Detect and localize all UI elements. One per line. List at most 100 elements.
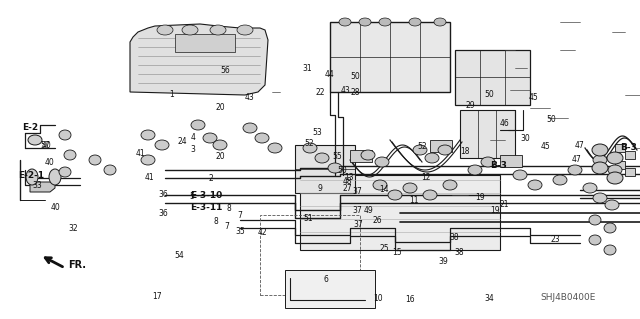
Text: 37: 37 xyxy=(353,220,364,229)
Text: 22: 22 xyxy=(316,88,324,97)
Text: 29: 29 xyxy=(465,101,476,110)
Text: 50: 50 xyxy=(337,166,348,175)
Text: E-2-1: E-2-1 xyxy=(18,170,44,180)
Text: 49: 49 xyxy=(363,206,373,215)
Ellipse shape xyxy=(568,165,582,175)
Ellipse shape xyxy=(237,25,253,35)
Polygon shape xyxy=(130,24,268,95)
Text: 50: 50 xyxy=(547,115,557,124)
Ellipse shape xyxy=(604,245,616,255)
Text: 6: 6 xyxy=(324,275,329,284)
Bar xyxy=(300,175,500,250)
Ellipse shape xyxy=(589,215,601,225)
Ellipse shape xyxy=(104,165,116,175)
Text: 18: 18 xyxy=(461,147,470,156)
Text: E-3-10: E-3-10 xyxy=(190,190,222,199)
Text: 28: 28 xyxy=(351,88,360,97)
Ellipse shape xyxy=(593,155,607,165)
Text: 47: 47 xyxy=(571,155,581,164)
Bar xyxy=(615,161,625,169)
Ellipse shape xyxy=(361,150,375,160)
Text: 15: 15 xyxy=(392,248,402,256)
Ellipse shape xyxy=(589,235,601,245)
Bar xyxy=(430,140,452,152)
Text: 27: 27 xyxy=(342,184,353,193)
Ellipse shape xyxy=(607,152,623,164)
Text: 20: 20 xyxy=(216,152,226,161)
Bar xyxy=(350,150,372,162)
Ellipse shape xyxy=(604,223,616,233)
Text: 11: 11 xyxy=(410,197,419,205)
Ellipse shape xyxy=(379,18,391,26)
Text: 36: 36 xyxy=(158,190,168,199)
Text: 36: 36 xyxy=(158,209,168,218)
Ellipse shape xyxy=(443,180,457,190)
Text: 17: 17 xyxy=(152,292,162,301)
Ellipse shape xyxy=(268,143,282,153)
Text: 38: 38 xyxy=(449,233,460,242)
Ellipse shape xyxy=(553,175,567,185)
Text: 56: 56 xyxy=(220,66,230,75)
Text: 52: 52 xyxy=(304,139,314,148)
Text: 23: 23 xyxy=(550,235,561,244)
Text: 54: 54 xyxy=(174,251,184,260)
Bar xyxy=(285,270,375,308)
Text: 3: 3 xyxy=(191,145,196,154)
Text: 16: 16 xyxy=(404,295,415,304)
Ellipse shape xyxy=(403,183,417,193)
Text: 43: 43 xyxy=(244,93,255,102)
Text: 20: 20 xyxy=(216,103,226,112)
Text: 7: 7 xyxy=(225,222,230,231)
Text: 5: 5 xyxy=(189,192,195,201)
Text: 8: 8 xyxy=(213,217,218,226)
Text: 37: 37 xyxy=(352,187,362,196)
Text: 40: 40 xyxy=(51,203,61,212)
Text: 21: 21 xyxy=(500,200,509,209)
Text: 40: 40 xyxy=(41,141,51,150)
Ellipse shape xyxy=(608,165,622,175)
Text: 39: 39 xyxy=(438,257,449,266)
Text: 34: 34 xyxy=(484,294,495,303)
Ellipse shape xyxy=(213,140,227,150)
Text: 46: 46 xyxy=(499,119,509,128)
Ellipse shape xyxy=(59,167,71,177)
Text: 32: 32 xyxy=(68,224,79,233)
Text: 9: 9 xyxy=(317,184,323,193)
Bar xyxy=(330,22,450,92)
Text: 44: 44 xyxy=(324,70,335,79)
Ellipse shape xyxy=(89,155,101,165)
Ellipse shape xyxy=(210,25,226,35)
Text: 52: 52 xyxy=(417,142,428,151)
Text: 37: 37 xyxy=(352,206,362,215)
Ellipse shape xyxy=(49,169,61,185)
Text: 31: 31 xyxy=(302,64,312,73)
Text: 47: 47 xyxy=(574,141,584,150)
Ellipse shape xyxy=(191,120,205,130)
Text: 4: 4 xyxy=(191,133,196,142)
Text: 1: 1 xyxy=(169,90,174,99)
Ellipse shape xyxy=(303,143,317,153)
Bar xyxy=(625,151,635,159)
Text: 45: 45 xyxy=(541,142,551,151)
Ellipse shape xyxy=(592,144,608,156)
Text: 24: 24 xyxy=(177,137,188,146)
Text: 50: 50 xyxy=(484,90,495,99)
Bar xyxy=(175,34,235,52)
Text: 55: 55 xyxy=(332,152,342,161)
Ellipse shape xyxy=(607,172,623,184)
Ellipse shape xyxy=(359,18,371,26)
Bar xyxy=(615,144,625,152)
Text: B-3: B-3 xyxy=(490,160,507,169)
Ellipse shape xyxy=(583,183,597,193)
Text: 43: 43 xyxy=(340,86,351,95)
Text: 41: 41 xyxy=(136,149,146,158)
Text: 33: 33 xyxy=(32,181,42,189)
Ellipse shape xyxy=(528,180,542,190)
Ellipse shape xyxy=(481,157,495,167)
Ellipse shape xyxy=(182,25,198,35)
Text: FR.: FR. xyxy=(68,260,86,270)
Ellipse shape xyxy=(409,18,421,26)
Polygon shape xyxy=(30,182,55,192)
Text: 26: 26 xyxy=(372,216,383,225)
Bar xyxy=(625,168,635,176)
